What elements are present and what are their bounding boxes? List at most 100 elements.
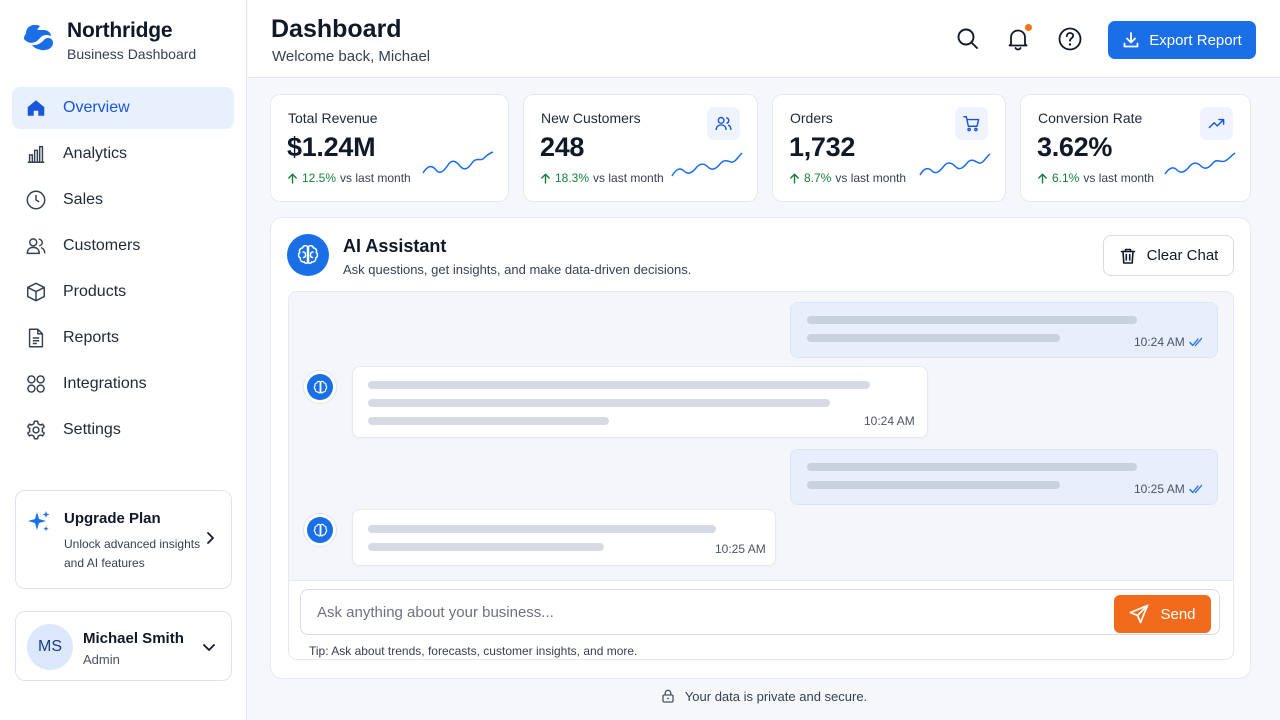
message-placeholder-line xyxy=(368,381,870,389)
northridge-logo-icon xyxy=(24,24,53,51)
kpi-change-suffix: vs last month xyxy=(593,171,664,185)
sidebar-item-label: Analytics xyxy=(63,145,128,162)
privacy-note: Your data is private and secure. xyxy=(248,687,1280,705)
export-report-label: Export Report xyxy=(1149,31,1242,49)
kpi-value: $1.24M xyxy=(287,132,376,162)
message-time: 10:25 AM xyxy=(715,542,766,556)
kpi-label: Orders xyxy=(790,110,833,126)
sidebar-item-overview[interactable]: Overview xyxy=(12,87,234,129)
trending-up-icon xyxy=(1200,107,1233,140)
arrow-up-icon xyxy=(1038,173,1047,184)
arrow-up-icon xyxy=(288,173,297,184)
upgrade-description: Unlock advanced insights and AI features xyxy=(64,537,201,570)
brand-subtitle: Business Dashboard xyxy=(67,46,197,62)
welcome-message: Welcome back, Michael xyxy=(272,48,431,65)
kpi-label: Conversion Rate xyxy=(1038,110,1143,126)
message-time: 10:25 AM xyxy=(1134,482,1185,496)
export-report-button[interactable]: Export Report xyxy=(1108,21,1256,59)
bell-icon[interactable] xyxy=(1005,26,1031,52)
brand-name: Northridge xyxy=(67,19,173,42)
sparkles-icon xyxy=(28,511,50,532)
kpi-change: 12.5% vs last month xyxy=(287,171,411,185)
user-menu[interactable]: MS Michael Smith Admin xyxy=(15,611,232,681)
chevron-down-icon xyxy=(203,644,215,651)
message-placeholder-line xyxy=(807,463,1137,471)
home-icon xyxy=(24,96,48,120)
sparkline-chart xyxy=(422,151,494,174)
ai-assistant-subtitle: Ask questions, get insights, and make da… xyxy=(343,262,692,277)
grid-circles-icon xyxy=(24,372,48,396)
upgrade-title: Upgrade Plan xyxy=(64,510,161,527)
user-name: Michael Smith xyxy=(83,630,184,647)
assistant-avatar xyxy=(303,513,337,547)
kpi-change-suffix: vs last month xyxy=(1083,171,1155,185)
kpi-change: 18.3% vs last month xyxy=(540,171,664,185)
chat-messages[interactable]: 10:24 AM 10:24 AM 10:25 AM 10:25 AM xyxy=(288,291,1234,660)
sidebar-item-label: Products xyxy=(63,283,127,300)
sidebar-item-customers[interactable]: Customers xyxy=(12,225,234,267)
message-placeholder-line xyxy=(368,525,716,533)
kpi-change-percent: 12.5% xyxy=(302,171,337,185)
kpi-label: New Customers xyxy=(541,110,641,126)
lock-icon xyxy=(662,689,674,703)
clear-chat-label: Clear Chat xyxy=(1146,247,1219,264)
brain-icon xyxy=(313,523,327,537)
brand[interactable]: Northridge Business Dashboard xyxy=(20,18,196,62)
sidebar-item-integrations[interactable]: Integrations xyxy=(12,363,234,405)
kpi-label: Total Revenue xyxy=(288,110,378,126)
arrow-up-icon xyxy=(790,173,799,184)
help-icon[interactable] xyxy=(1057,26,1083,52)
kpi-change: 8.7% vs last month xyxy=(789,171,906,185)
sidebar-item-sales[interactable]: Sales xyxy=(12,179,234,221)
gear-icon xyxy=(24,418,48,442)
message-placeholder-line xyxy=(807,334,1060,342)
upgrade-plan-card[interactable]: Upgrade Plan Unlock advanced insights an… xyxy=(15,490,232,589)
kpi-value: 248 xyxy=(540,132,585,162)
chevron-right-icon xyxy=(207,532,214,544)
assistant-message: 10:25 AM xyxy=(352,509,776,566)
message-placeholder-line xyxy=(368,417,609,425)
kpi-change-percent: 18.3% xyxy=(555,171,590,185)
trash-icon xyxy=(1120,248,1135,264)
brain-icon xyxy=(313,380,327,394)
chat-composer: Send Tip: Ask about trends, forecasts, c… xyxy=(289,580,1233,659)
sidebar-item-settings[interactable]: Settings xyxy=(12,409,234,451)
download-icon xyxy=(1123,32,1139,48)
cart-icon xyxy=(955,107,988,140)
chat-input[interactable] xyxy=(300,589,1220,635)
kpi-change-suffix: vs last month xyxy=(835,171,907,185)
kpi-card-total-revenue: Total Revenue $1.24M 12.5% vs last month xyxy=(270,94,509,202)
message-time: 10:24 AM xyxy=(864,414,915,428)
privacy-note-text: Your data is private and secure. xyxy=(684,688,868,704)
sparkline-chart xyxy=(671,152,743,177)
send-button[interactable]: Send xyxy=(1114,595,1211,633)
search-icon[interactable] xyxy=(955,26,981,52)
sidebar-item-label: Sales xyxy=(63,191,104,208)
document-icon xyxy=(24,326,48,350)
sidebar-item-analytics[interactable]: Analytics xyxy=(12,133,234,175)
sidebar-item-label: Integrations xyxy=(63,375,147,392)
arrow-up-icon xyxy=(541,173,550,184)
message-placeholder-line xyxy=(368,543,604,551)
sidebar-item-label: Overview xyxy=(63,99,130,116)
sidebar-item-reports[interactable]: Reports xyxy=(12,317,234,359)
box-icon xyxy=(24,280,48,304)
kpi-change-suffix: vs last month xyxy=(340,171,411,185)
kpi-change: 6.1% vs last month xyxy=(1037,171,1154,185)
sidebar-nav: Overview Analytics Sales Customers Produ… xyxy=(12,87,234,455)
sparkline-chart xyxy=(919,153,991,176)
sparkline-chart xyxy=(1164,152,1236,175)
kpi-card-conversion-rate: Conversion Rate 3.62% 6.1% vs last month xyxy=(1020,94,1251,202)
user-message: 10:24 AM xyxy=(790,302,1218,358)
clear-chat-button[interactable]: Clear Chat xyxy=(1103,235,1234,276)
clock-icon xyxy=(24,188,48,212)
sidebar-item-label: Reports xyxy=(63,329,120,346)
message-placeholder-line xyxy=(807,316,1137,324)
chat-tip: Tip: Ask about trends, forecasts, custom… xyxy=(309,644,638,658)
users-icon xyxy=(24,234,48,258)
bar-chart-icon xyxy=(24,142,48,166)
sidebar-item-label: Settings xyxy=(63,421,121,438)
sidebar-item-products[interactable]: Products xyxy=(12,271,234,313)
page-title: Dashboard xyxy=(271,15,402,43)
send-label: Send xyxy=(1160,605,1196,623)
